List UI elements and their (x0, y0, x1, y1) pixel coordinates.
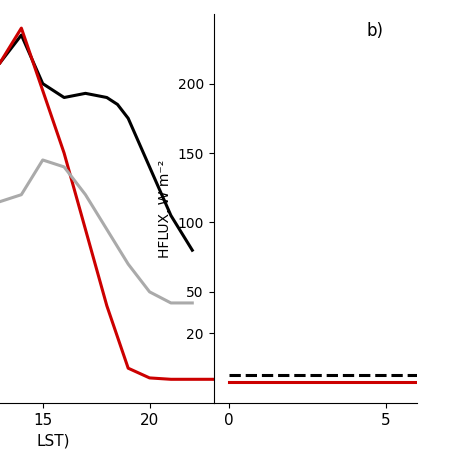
X-axis label: LST): LST) (36, 434, 70, 449)
Text: b): b) (366, 22, 383, 40)
Y-axis label: HFLUX, W m⁻²: HFLUX, W m⁻² (158, 159, 172, 258)
